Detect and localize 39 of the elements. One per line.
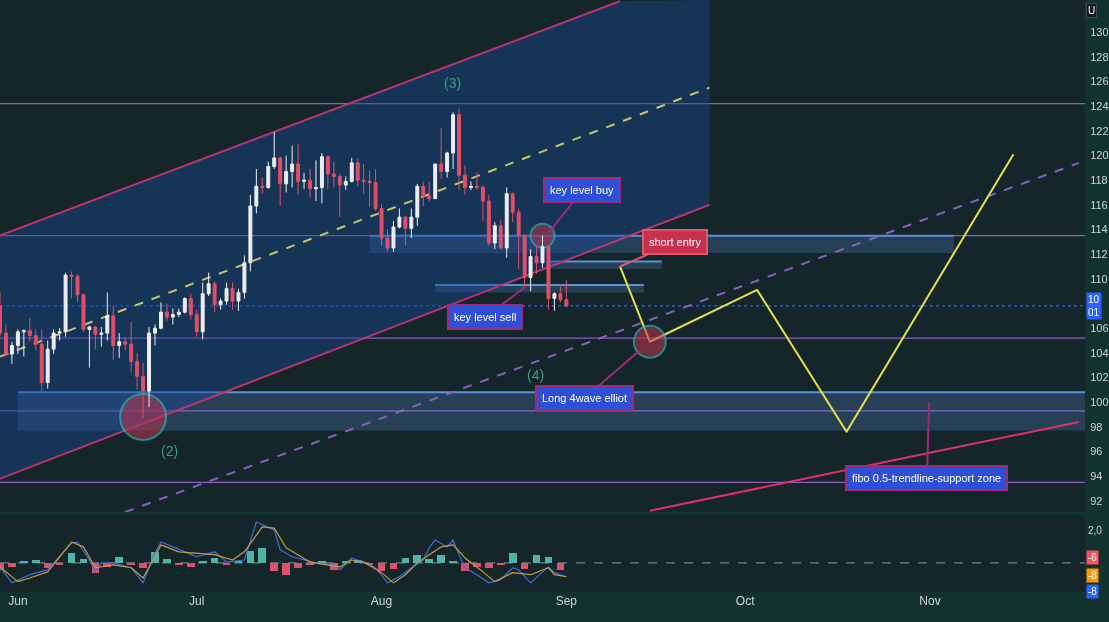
y-tick-label: 94	[1090, 470, 1103, 483]
x-tick-label: Aug	[370, 594, 393, 608]
y-tick-label: 96	[1090, 445, 1103, 458]
annotation: key level sell	[454, 311, 517, 323]
x-tick-label: Sep	[555, 594, 578, 608]
text: 10 01	[1088, 294, 1100, 318]
annotation: (4)	[527, 367, 545, 383]
annotation: key level buy	[550, 184, 615, 196]
text: -8	[1088, 586, 1098, 597]
y-tick-label: 130	[1090, 25, 1109, 38]
y-tick-label: 100	[1090, 396, 1109, 409]
y-tick-label: 116	[1090, 198, 1108, 211]
text: U	[1088, 5, 1096, 16]
text: 2,0	[1088, 525, 1103, 536]
y-tick-label: 118	[1090, 173, 1108, 186]
annotation: short entry	[649, 236, 702, 248]
y-tick-label: 92	[1090, 494, 1103, 507]
x-tick-label: Jul	[189, 594, 205, 608]
annotation: fibo 0.5-trendline-support zone	[852, 472, 1002, 484]
y-tick-label: 124	[1090, 99, 1109, 112]
y-tick-label: 102	[1090, 371, 1109, 384]
y-tick-label: 104	[1090, 346, 1109, 359]
y-tick-label: 120	[1090, 149, 1109, 162]
x-tick-label: Oct	[735, 594, 756, 608]
text: -8	[1088, 570, 1098, 581]
y-tick-label: 110	[1090, 272, 1108, 285]
annotation: (2)	[161, 443, 179, 459]
y-tick-label: 112	[1090, 248, 1108, 260]
x-tick-label: Jun	[8, 594, 28, 608]
annotation: Long 4wave elliot	[542, 392, 628, 404]
y-tick-label: 122	[1090, 124, 1109, 137]
y-tick-label: 106	[1090, 322, 1109, 335]
y-tick-label: 114	[1090, 223, 1108, 236]
annotation: (3)	[444, 75, 462, 91]
y-tick-label: 128	[1090, 50, 1109, 63]
x-tick-label: Nov	[919, 594, 941, 608]
text: -6	[1088, 552, 1098, 563]
y-tick-label: 98	[1090, 420, 1103, 433]
y-tick-label: 126	[1090, 75, 1109, 88]
